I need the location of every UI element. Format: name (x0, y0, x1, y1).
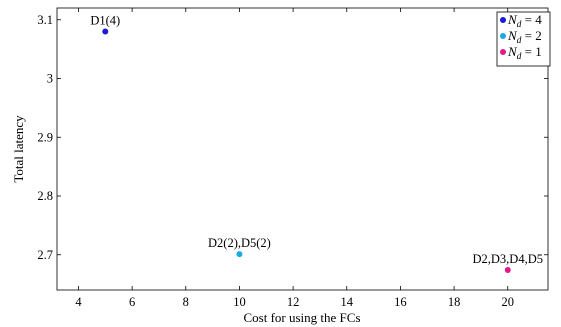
x-tick-label: 6 (129, 295, 135, 309)
legend-label-value: = 2 (521, 28, 541, 43)
x-tick-label: 8 (183, 295, 189, 309)
x-tick-label: 4 (75, 295, 82, 309)
axis-tick-labels: 4 6 8 10 12 14 16 18 20 2.7 2.8 2.9 3 3.1 (37, 13, 514, 309)
y-tick-label: 3.1 (37, 13, 53, 27)
x-tick-label: 18 (448, 295, 461, 309)
legend-label-subscript: d (517, 52, 522, 62)
legend-label: Nd = 1 (507, 44, 542, 62)
y-tick-label: 2.9 (37, 130, 53, 144)
legend-label-value: = 4 (521, 12, 542, 27)
legend-label-subscript: d (517, 36, 522, 46)
y-tick-label: 3 (47, 72, 53, 86)
y-tick-label: 2.7 (37, 248, 53, 262)
x-tick-label: 20 (502, 295, 515, 309)
legend: Nd = 4Nd = 2Nd = 1 (496, 11, 551, 67)
data-point-label: D2(2),D5(2) (208, 236, 271, 250)
legend-box (496, 11, 551, 67)
legend-label-symbol: N (507, 44, 518, 59)
y-tick-label: 2.8 (37, 189, 53, 203)
x-tick-label: 16 (394, 295, 407, 309)
x-tick-label: 12 (287, 295, 300, 309)
legend-label-subscript: d (517, 20, 522, 30)
data-point (102, 28, 109, 35)
legend-marker (500, 33, 506, 39)
legend-label-value: = 1 (521, 44, 541, 59)
data-point-label: D1(4) (90, 14, 120, 28)
legend-label-symbol: N (507, 12, 518, 27)
y-axis-label: Total latency (11, 115, 26, 183)
data-point (236, 251, 243, 258)
data-point (504, 267, 511, 274)
x-axis-label: Cost for using the FCs (243, 310, 360, 325)
plot-frame (56, 7, 549, 291)
legend-label: Nd = 4 (507, 12, 542, 30)
axis-ticks (57, 8, 548, 290)
data-points: D1(4) D2(2),D5(2) D2,D3,D4,D5 (90, 14, 543, 274)
x-tick-label: 14 (341, 295, 354, 309)
legend-marker (500, 49, 506, 55)
x-tick-label: 10 (233, 295, 246, 309)
data-point-label: D2,D3,D4,D5 (473, 252, 543, 266)
legend-label-symbol: N (507, 28, 518, 43)
legend-marker (500, 17, 506, 23)
legend-label: Nd = 2 (507, 28, 542, 46)
